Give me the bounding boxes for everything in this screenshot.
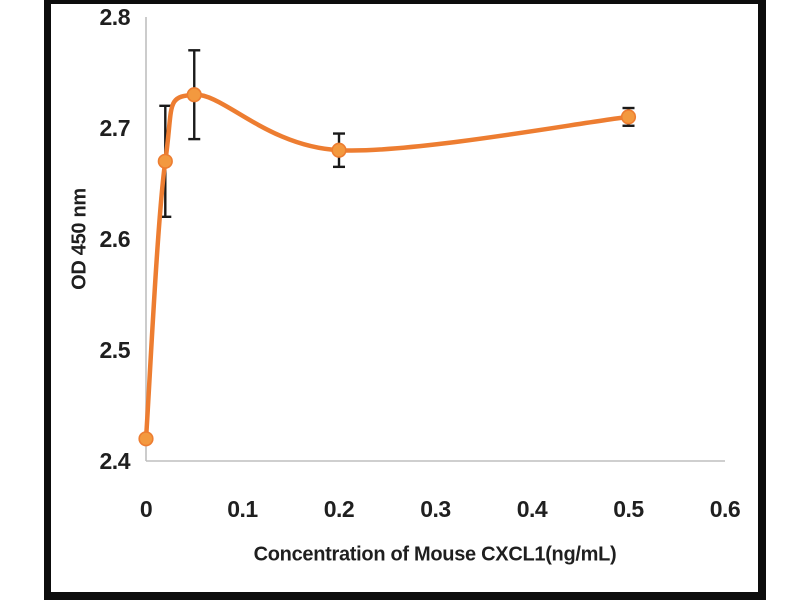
series-line xyxy=(143,92,631,442)
x-tick-label: 0.5 xyxy=(613,496,644,522)
y-axis-title: OD 450 nm xyxy=(68,188,91,290)
data-point xyxy=(620,109,637,125)
y-tick-label: 2.5 xyxy=(100,337,131,363)
chart-frame xyxy=(44,0,766,600)
x-tick-label: 0.3 xyxy=(420,496,450,522)
data-point xyxy=(157,153,173,169)
data-point xyxy=(138,431,154,447)
y-tick-label: 2.6 xyxy=(100,226,130,252)
data-point xyxy=(186,87,202,103)
x-tick-label: 0.6 xyxy=(710,496,740,522)
data-point xyxy=(331,142,347,158)
x-tick-label: 0.2 xyxy=(324,496,354,522)
y-tick-label: 2.8 xyxy=(100,4,131,30)
y-tick-label: 2.7 xyxy=(100,115,130,141)
x-tick-label: 0 xyxy=(140,496,152,522)
y-tick-label: 2.4 xyxy=(100,448,131,474)
x-tick-label: 0.4 xyxy=(517,496,548,522)
x-axis-title: Concentration of Mouse CXCL1(ng/mL) xyxy=(253,543,617,566)
x-tick-label: 0.1 xyxy=(227,496,258,522)
